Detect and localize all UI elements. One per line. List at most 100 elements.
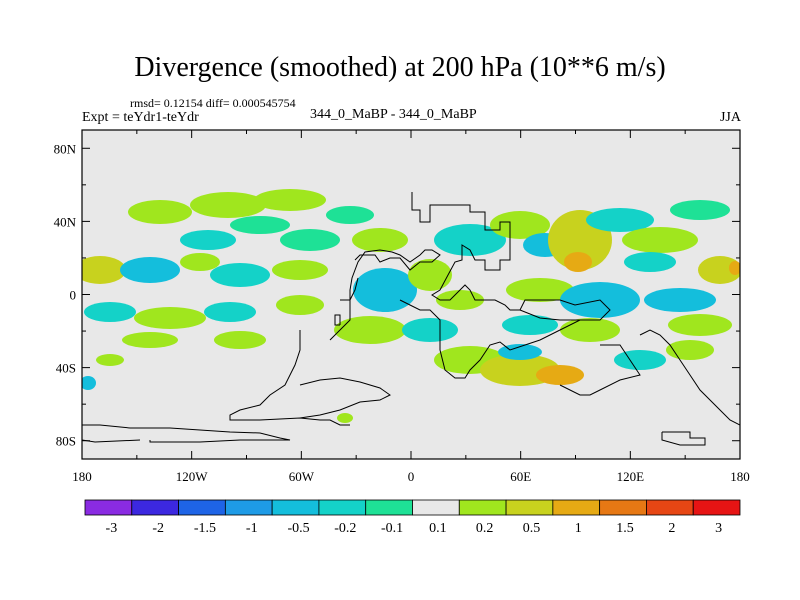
blob <box>536 365 584 385</box>
colorbar-swatch <box>131 499 179 516</box>
blob <box>698 256 740 284</box>
colorbar-swatch <box>599 499 647 516</box>
coastline <box>399 299 600 379</box>
colorbar-label: -3 <box>106 521 118 536</box>
blob <box>586 208 654 232</box>
colorbar-swatch <box>646 499 694 516</box>
x-tick-label: 120E <box>617 469 645 484</box>
blob <box>230 216 290 234</box>
blob <box>506 278 574 302</box>
colorbar-label: -1 <box>246 521 258 536</box>
blob <box>644 288 716 312</box>
blob <box>180 253 220 271</box>
coastline <box>329 249 441 341</box>
blob <box>353 268 417 312</box>
blob <box>337 413 353 423</box>
colorbar-label: 3 <box>715 521 722 536</box>
blob <box>280 229 340 251</box>
blob <box>490 211 550 239</box>
colorbar-swatch <box>458 499 507 516</box>
y-tick-label: 0 <box>70 288 77 303</box>
blob <box>84 302 136 322</box>
colorbar-swatch <box>84 499 133 516</box>
colorbar-label: -0.2 <box>334 521 356 536</box>
blob <box>614 350 666 370</box>
divergence-field <box>82 189 740 423</box>
y-tick-labels: 80N 40N 0 40S 80S <box>54 141 77 448</box>
blob <box>122 332 178 348</box>
blob <box>434 224 506 256</box>
blob <box>254 189 326 211</box>
colorbar-label: 2 <box>668 521 675 536</box>
coastline <box>661 431 706 446</box>
blob <box>402 318 458 342</box>
blob <box>666 340 714 360</box>
coastline <box>340 277 359 301</box>
blob <box>624 252 676 272</box>
blob <box>408 259 452 291</box>
blob <box>96 354 124 366</box>
colorbar-swatch <box>505 499 554 516</box>
colorbar-swatch <box>224 499 273 516</box>
colorbar-label: 0.5 <box>523 521 541 536</box>
blob <box>120 257 180 283</box>
blob <box>498 344 542 360</box>
colorbar-label: 1.5 <box>616 521 634 536</box>
blob <box>214 331 266 349</box>
experiment-label: Expt = teYdr1-teYdr <box>82 110 199 125</box>
coastline <box>411 192 611 321</box>
blob <box>272 260 328 280</box>
axis-ticks <box>81 130 741 459</box>
blob <box>134 307 206 329</box>
colorbar-labels: -3 -2 -1.5 -1 -0.5 -0.2 -0.1 0.1 0.2 0.5 1 1.5 2 3 <box>106 521 723 536</box>
colorbar <box>84 499 741 516</box>
blob <box>326 206 374 224</box>
colorbar-swatch <box>271 499 320 516</box>
blob <box>276 295 324 315</box>
blob <box>128 200 192 224</box>
coastline <box>639 329 740 426</box>
x-tick-label: 120W <box>176 469 209 484</box>
blob <box>729 261 740 275</box>
coastline <box>559 344 641 396</box>
x-tick-label: 180 <box>72 469 92 484</box>
chart-title: Divergence (smoothed) at 200 hPa (10**6 … <box>134 52 666 83</box>
blob <box>190 192 266 218</box>
coastline <box>82 424 291 443</box>
colorbar-swatch <box>318 499 367 516</box>
colorbar-label: -0.1 <box>381 521 403 536</box>
blob <box>502 315 558 335</box>
y-tick-label: 80N <box>54 141 77 156</box>
colorbar-swatch <box>178 499 226 516</box>
colorbar-label: -2 <box>152 521 164 536</box>
colorbar-label: -0.5 <box>287 521 309 536</box>
blob <box>670 200 730 220</box>
cases-label: 344_0_MaBP - 344_0_MaBP <box>310 107 477 122</box>
coastline <box>299 377 391 419</box>
colorbar-swatch <box>412 499 460 516</box>
x-tick-label: 180 <box>730 469 750 484</box>
blob <box>210 263 270 287</box>
blob <box>204 302 256 322</box>
blob <box>180 230 236 250</box>
x-tick-label: 0 <box>408 469 415 484</box>
y-tick-label: 40N <box>54 214 77 229</box>
blob <box>564 252 592 272</box>
colorbar-swatch <box>692 499 741 516</box>
y-tick-label: 80S <box>56 434 76 449</box>
blob <box>622 227 698 253</box>
blob <box>668 314 732 336</box>
coastlines <box>82 192 740 446</box>
coastline <box>229 330 350 426</box>
x-tick-label: 60W <box>289 469 315 484</box>
colorbar-swatch <box>552 499 601 516</box>
blob <box>352 228 408 252</box>
y-tick-label: 40S <box>56 361 76 376</box>
blob <box>334 316 406 344</box>
x-tick-label: 60E <box>510 469 531 484</box>
blob <box>82 256 126 284</box>
blob <box>560 318 620 342</box>
stats-text: rmsd= 0.12154 diff= 0.000545754 <box>130 96 296 110</box>
colorbar-label: 1 <box>575 521 582 536</box>
